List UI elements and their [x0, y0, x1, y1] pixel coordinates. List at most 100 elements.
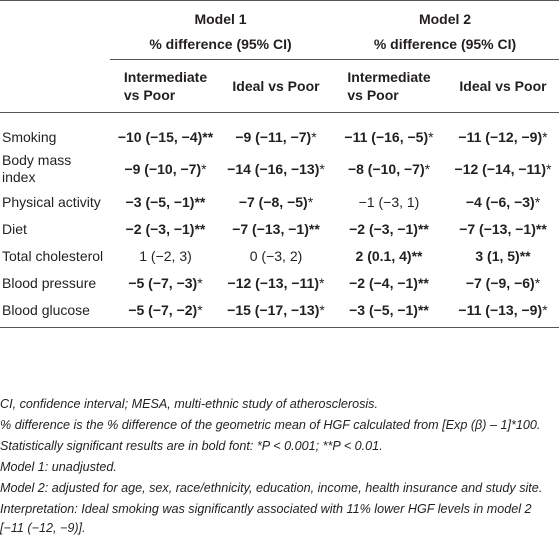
- column-subheading: Intermediate vs Poor: [110, 60, 221, 113]
- footnote: CI, confidence interval; MESA, multi-eth…: [0, 397, 378, 411]
- cell-value: −14 (−16, −13): [227, 160, 320, 177]
- table-row: Smoking −10 (−15, −4)** −9 (−11, −7)* −11 (…: [0, 123, 559, 150]
- significance-marker: *: [534, 193, 541, 210]
- value-cell: −1 (−3, 1): [331, 188, 447, 215]
- value-cell: −10 (−15, −4)**: [110, 123, 221, 150]
- row-label: Physical activity: [0, 188, 110, 215]
- row-label-line: index: [2, 169, 36, 185]
- column-subheading: Intermediate vs Poor: [331, 60, 447, 113]
- significance-marker: **: [411, 247, 423, 264]
- table-row: Diet −2 (−3, −1)** −7 (−13, −1)** −2 (−3, −…: [0, 215, 559, 242]
- row-label-line: Blood pressure: [2, 274, 97, 291]
- cell-value: −3 (−5, −1): [125, 193, 195, 210]
- significance-marker: *: [201, 160, 207, 177]
- value-cell: −11 (−16, −5)*: [331, 123, 447, 150]
- cell-value: −7 (−8, −5): [238, 193, 308, 210]
- cell-value: 3 (1, 5): [475, 247, 520, 264]
- value-cell: −4 (−6, −3)*: [447, 188, 559, 215]
- cell-value: −7 (−13, −1): [232, 220, 309, 237]
- cell-value: 2 (0.1, 4): [355, 247, 412, 264]
- model2-heading: Model 2: [418, 11, 472, 27]
- cell-value: −11 (−12, −9): [458, 128, 543, 145]
- cell-value: −7 (−13, −1): [459, 220, 536, 237]
- results-table-container: Model 1 Model 2 % difference (95% CI) % …: [0, 0, 559, 328]
- cell-value: 0 (−3, 2): [249, 247, 303, 264]
- cell-value: −2 (−3, −1): [349, 220, 418, 237]
- significance-marker: *: [311, 128, 317, 145]
- results-table: Model 1 Model 2 % difference (95% CI) % …: [0, 0, 559, 328]
- footnote: Statistically significant results are in…: [0, 439, 383, 453]
- table-row: Body mass index −9 (−10, −7)* −14 (−16, −13…: [0, 150, 559, 188]
- corner-cell: [0, 29, 110, 60]
- significance-marker: **: [202, 128, 214, 145]
- row-label: Blood pressure: [0, 269, 110, 296]
- table-row: Blood pressure −5 (−7, −3)* −12 (−13, −11)…: [0, 269, 559, 296]
- column-subheading-line: Intermediate: [347, 69, 431, 85]
- cell-value: −8 (−10, −7): [347, 160, 425, 177]
- table-row: Blood glucose −5 (−7, −2)* −15 (−17, −13)*…: [0, 296, 559, 323]
- value-cell: −2 (−4, −1)**: [331, 269, 447, 296]
- header-rule: [0, 112, 559, 113]
- cell-value: −7 (−9, −6): [465, 274, 535, 291]
- cell-value: −12 (−13, −11): [227, 274, 319, 291]
- cell-value: −9 (−11, −7): [235, 128, 312, 145]
- value-cell: −5 (−7, −2)*: [110, 296, 221, 323]
- table-bottom-rule: [0, 327, 559, 328]
- footnote: Interpretation: Ideal smoking was signif…: [0, 502, 532, 535]
- model2-pct-heading: % difference (95% CI): [331, 29, 559, 60]
- corner-cell: [0, 60, 110, 113]
- value-cell: 0 (−3, 2): [221, 242, 331, 269]
- value-cell: −2 (−3, −1)**: [110, 215, 221, 242]
- table-row: Total cholesterol 1 (−2, 3) 0 (−3, 2) 2 (0.…: [0, 242, 559, 269]
- value-cell: −3 (−5, −1)**: [110, 188, 221, 215]
- value-cell: −7 (−8, −5)*: [221, 188, 331, 215]
- model1-heading: Model 1: [194, 11, 247, 27]
- significance-marker: **: [194, 193, 206, 210]
- model1-pct-heading: % difference (95% CI): [110, 29, 331, 60]
- table-top-rule: [0, 0, 559, 1]
- cell-value: −1 (−3, 1): [358, 193, 420, 210]
- significance-marker: *: [428, 128, 434, 145]
- significance-marker: **: [308, 220, 320, 237]
- value-cell: −7 (−13, −1)**: [221, 215, 331, 242]
- significance-marker: *: [307, 193, 314, 210]
- value-cell: 3 (1, 5)**: [447, 242, 559, 269]
- cell-value: −15 (−17, −13): [227, 301, 320, 318]
- row-label: Body mass index: [0, 150, 110, 188]
- significance-marker: **: [194, 220, 206, 237]
- row-label: Total cholesterol: [0, 242, 110, 269]
- column-subheading: Ideal vs Poor: [447, 60, 559, 113]
- column-subheading-line: Ideal vs Poor: [232, 78, 320, 94]
- column-subheading-line: vs Poor: [347, 87, 399, 103]
- significance-marker: *: [534, 274, 541, 291]
- value-cell: −8 (−10, −7)*: [331, 150, 447, 188]
- value-cell: −9 (−10, −7)*: [110, 150, 221, 188]
- table-footnotes: CI, confidence interval; MESA, multi-eth…: [0, 395, 556, 540]
- value-cell: −12 (−14, −11)*: [447, 150, 559, 188]
- cell-value: −5 (−7, −2): [128, 301, 198, 318]
- cell-value: −12 (−14, −11): [454, 160, 546, 177]
- significance-marker: **: [519, 247, 531, 264]
- significance-marker: *: [197, 274, 203, 291]
- column-subheading-line: vs Poor: [123, 87, 176, 103]
- row-label-line: Total cholesterol: [2, 247, 104, 264]
- row-label: Diet: [0, 215, 110, 242]
- significance-marker: *: [319, 301, 325, 318]
- value-cell: −7 (−13, −1)**: [447, 215, 559, 242]
- row-label-line: Physical activity: [2, 193, 101, 210]
- row-label: Blood glucose: [0, 296, 110, 323]
- significance-marker: *: [542, 128, 548, 145]
- table-body: Smoking −10 (−15, −4)** −9 (−11, −7)* −11 (…: [0, 123, 559, 323]
- value-cell: −11 (−13, −9)*: [447, 296, 559, 323]
- significance-marker: **: [417, 274, 429, 291]
- significance-marker: *: [546, 160, 552, 177]
- footnote: % difference is the % difference of the …: [0, 418, 541, 432]
- value-cell: 2 (0.1, 4)**: [331, 242, 447, 269]
- significance-marker: **: [535, 220, 547, 237]
- value-cell: −12 (−13, −11)*: [221, 269, 331, 296]
- cell-value: −4 (−6, −3): [465, 193, 535, 210]
- row-label-line: Diet: [2, 220, 27, 237]
- value-cell: −9 (−11, −7)*: [221, 123, 331, 150]
- corner-cell: [0, 1, 110, 29]
- footnote: Model 2: adjusted for age, sex, race/eth…: [0, 481, 543, 495]
